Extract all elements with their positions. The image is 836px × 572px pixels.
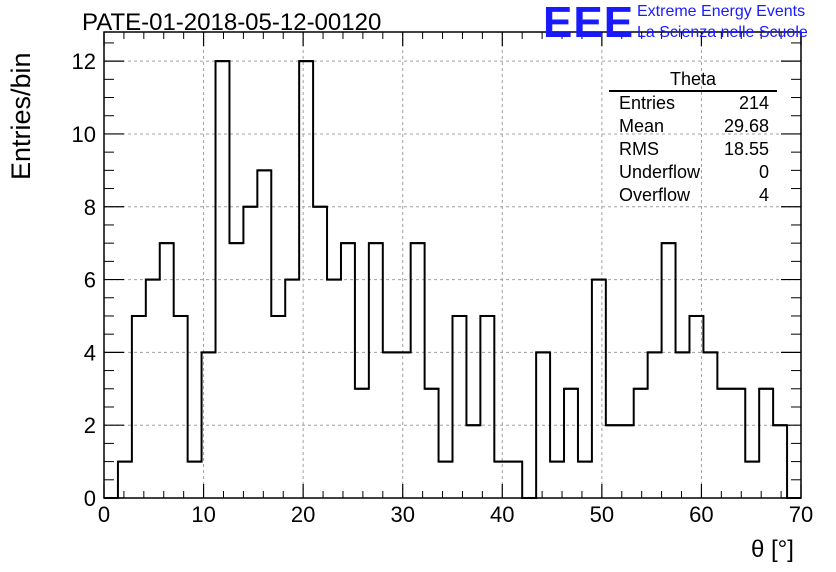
stats-row-overflow: Overflow 4 [609, 184, 777, 207]
x-tick-label: 40 [490, 502, 514, 527]
stats-label: Mean [619, 116, 665, 136]
stats-label: Underflow [619, 162, 701, 182]
stats-row-entries: Entries 214 [609, 92, 777, 115]
x-tick-label: 20 [291, 502, 315, 527]
x-tick-label: 50 [590, 502, 614, 527]
chart-title: PATE-01-2018-05-12-00120 [82, 9, 382, 36]
stats-box-name: Theta [609, 68, 777, 92]
eee-logo: EEE [543, 0, 635, 47]
x-tick-label: 70 [789, 502, 813, 527]
logo-text-line1: Extreme Energy Events [637, 3, 806, 20]
y-tick-label: 6 [84, 268, 96, 293]
y-tick-label: 0 [84, 486, 96, 511]
x-tick-label: 60 [689, 502, 713, 527]
stats-row-rms: RMS 18.55 [609, 138, 777, 161]
y-axis-label: Entries/bin [6, 52, 36, 180]
stats-label: RMS [619, 139, 659, 159]
x-tick-label: 0 [98, 502, 110, 527]
stats-value: 29.68 [723, 116, 769, 136]
y-tick-label: 4 [84, 340, 96, 365]
y-tick-label: 2 [84, 413, 96, 438]
y-tick-label: 12 [72, 49, 96, 74]
stats-value: 18.55 [723, 139, 769, 159]
stats-box: Theta Entries 214 Mean 29.68 RMS 18.55 U… [609, 68, 777, 207]
stats-row-underflow: Underflow 0 [609, 161, 777, 184]
stats-label: Overflow [619, 185, 691, 205]
stats-row-mean: Mean 29.68 [609, 115, 777, 138]
x-tick-label: 30 [390, 502, 414, 527]
x-tick-label: 10 [191, 502, 215, 527]
logo-text-line2: La Scienza nelle Scuole [637, 24, 808, 41]
stats-label: Entries [619, 93, 676, 113]
stats-value: 214 [738, 93, 769, 113]
plot-frame [103, 31, 802, 499]
y-tick-label: 10 [72, 122, 96, 147]
x-axis-label: θ [°] [751, 536, 794, 563]
stats-value: 4 [758, 185, 769, 205]
stats-value: 0 [758, 162, 769, 182]
y-tick-label: 8 [84, 195, 96, 220]
